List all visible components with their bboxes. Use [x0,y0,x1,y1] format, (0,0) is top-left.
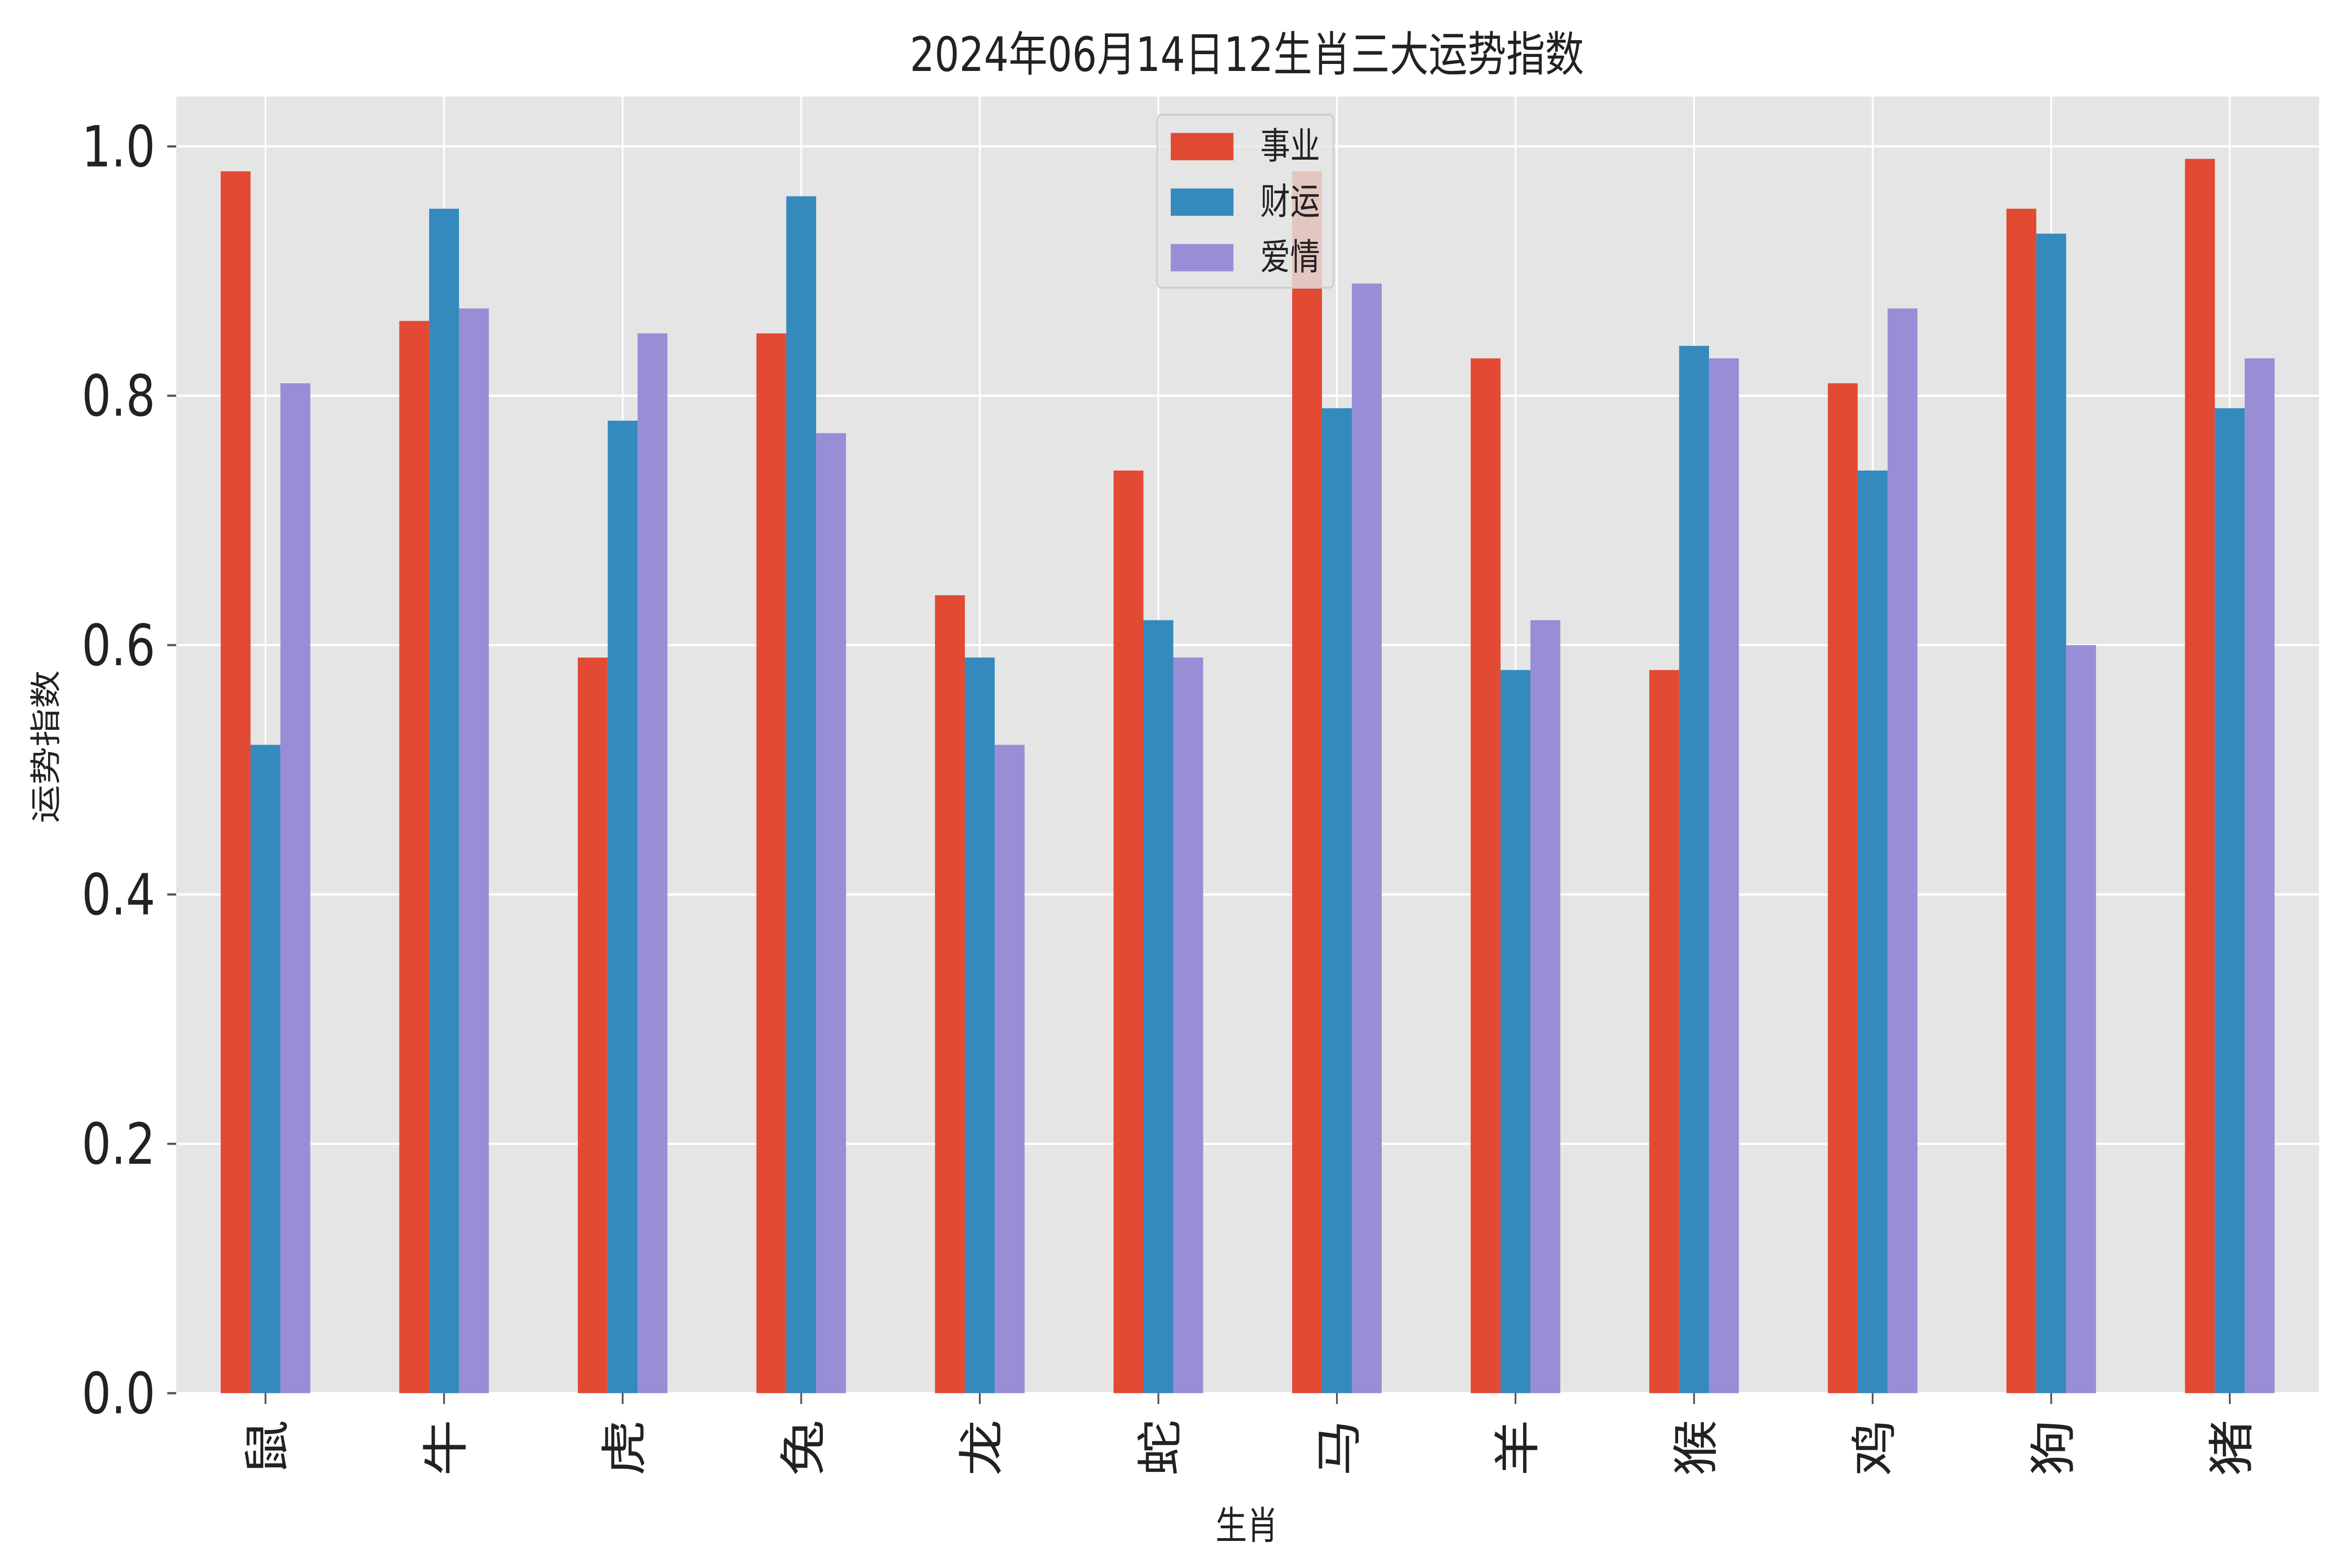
bar-爱情-龙 [994,745,1025,1393]
bar-财运-马 [1322,408,1352,1393]
x-tick-label: 鼠 [241,1420,295,1476]
bar-事业-猪 [2185,159,2215,1393]
bar-财运-虎 [607,421,638,1393]
x-axis-label: 生肖 [1216,1503,1278,1548]
chart-title: 2024年06月14日12生肖三大运势指数 [910,27,1584,82]
bar-财运-狗 [2036,233,2067,1393]
x-tick-label: 羊 [1490,1420,1545,1476]
bar-爱情-兔 [816,433,846,1393]
y-tick-label: 0.6 [82,613,155,679]
bars [220,159,2275,1393]
x-tick-label: 猪 [2205,1420,2259,1476]
bar-事业-牛 [399,321,429,1393]
bar-事业-羊 [1470,358,1501,1393]
x-tick-labels: 鼠牛虎兔龙蛇马羊猴鸡狗猪 [241,1420,2259,1476]
bar-事业-蛇 [1113,471,1144,1393]
legend-swatch [1170,133,1234,161]
y-tick-label: 0.2 [82,1112,155,1178]
bar-事业-虎 [577,657,608,1393]
bar-爱情-狗 [2066,645,2096,1393]
x-tick-label: 兔 [776,1420,830,1476]
bar-爱情-马 [1352,283,1382,1393]
bar-财运-龙 [964,657,995,1393]
bar-爱情-猴 [1709,358,1739,1393]
y-tick-label: 1.0 [82,114,155,180]
y-tick-labels: 0.0 0.2 0.4 0.6 0.8 1.0 [82,114,155,1427]
bar-财运-鸡 [1857,471,1888,1393]
x-tick-label: 狗 [2026,1420,2081,1476]
bar-爱情-鸡 [1887,308,1918,1393]
legend-swatch [1170,188,1234,216]
y-tick-label: 0.0 [82,1361,155,1427]
bar-爱情-猪 [2244,358,2275,1393]
legend-label: 事业 [1260,125,1320,167]
bar-爱情-牛 [459,308,489,1393]
bar-财运-猪 [2214,408,2245,1393]
bar-财运-羊 [1500,670,1531,1393]
bar-事业-狗 [2006,209,2037,1393]
y-tick-label: 0.4 [82,862,155,928]
x-tick-label: 马 [1312,1420,1366,1476]
plot-background [176,96,2320,1393]
x-tick-label: 龙 [955,1420,1009,1476]
x-tick-label: 牛 [419,1420,473,1476]
bar-财运-蛇 [1143,620,1174,1393]
bar-财运-鼠 [250,745,281,1393]
bar-财运-猴 [1679,345,1709,1393]
bar-事业-马 [1292,171,1322,1393]
x-tick-label: 蛇 [1133,1420,1188,1476]
bar-爱情-鼠 [280,383,310,1393]
bar-事业-鸡 [1828,383,1858,1393]
bar-爱情-虎 [637,333,668,1393]
y-axis-label: 运势指数 [28,670,64,823]
bar-财运-兔 [786,196,816,1393]
legend-label: 财运 [1260,180,1320,223]
bar-财运-牛 [429,209,459,1393]
bar-事业-兔 [756,333,787,1393]
bar-爱情-蛇 [1173,657,1203,1393]
bar-事业-龙 [935,595,965,1393]
x-tick-label: 猴 [1669,1420,1723,1476]
bar-事业-鼠 [220,171,251,1393]
bar-爱情-羊 [1530,620,1561,1393]
y-tick-label: 0.8 [82,364,155,429]
legend-label: 爱情 [1260,236,1320,278]
x-tick-label: 虎 [598,1420,652,1476]
x-tick-label: 鸡 [1848,1420,1902,1476]
bar-事业-猴 [1649,670,1680,1393]
legend-swatch [1170,244,1234,272]
